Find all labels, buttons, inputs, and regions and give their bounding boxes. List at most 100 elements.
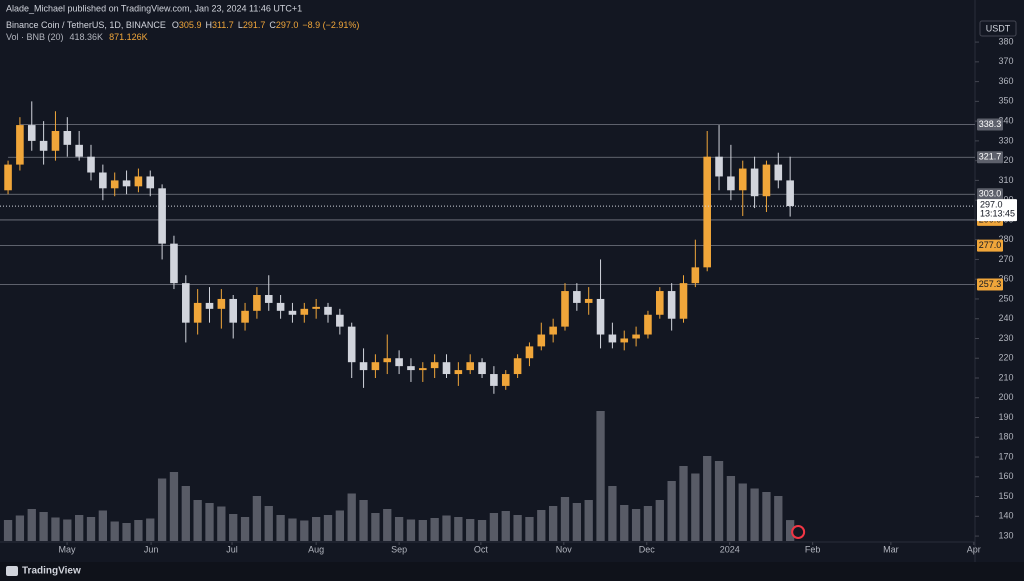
candle-body <box>288 310 297 315</box>
candle-body <box>513 358 522 375</box>
volume-bar <box>477 520 487 541</box>
y-tick-label: 330 <box>998 135 1013 145</box>
volume-bar <box>288 518 297 541</box>
volume-bar <box>122 523 131 541</box>
y-tick-label: 210 <box>998 372 1013 382</box>
level-chip <box>977 239 1003 252</box>
volume-bar <box>442 515 451 541</box>
y-tick-label: 260 <box>998 274 1013 284</box>
candle-body <box>466 362 474 371</box>
high-label: H <box>205 20 212 30</box>
candle-body <box>383 358 392 363</box>
x-tick-label: Dec <box>639 544 656 554</box>
candle-body <box>430 362 439 369</box>
volume-bar <box>205 503 214 541</box>
candle-body <box>146 176 155 189</box>
y-tick-label: 380 <box>998 36 1013 46</box>
level-label: 303.0 <box>979 189 1002 199</box>
candle-body <box>300 308 309 315</box>
volume-bar <box>608 486 617 541</box>
candle-body <box>407 366 415 371</box>
volume-bar <box>584 500 593 541</box>
volume-bar <box>39 512 48 541</box>
volume-bar <box>430 518 439 541</box>
y-tick-label: 350 <box>998 96 1013 106</box>
x-tick-label: Sep <box>391 544 407 554</box>
high: 311.7 <box>212 20 234 30</box>
volume-bar <box>501 511 510 541</box>
candle-body <box>99 172 107 189</box>
volume-bar <box>738 483 747 541</box>
candle-body <box>501 374 510 386</box>
candle-body <box>478 362 486 375</box>
last-price-chip <box>977 199 1017 222</box>
candle-body <box>87 156 95 173</box>
candle-body <box>656 291 664 315</box>
volume-bar <box>679 466 688 541</box>
candle-body <box>454 370 463 375</box>
candle-body <box>241 310 249 323</box>
candle-body <box>774 164 783 181</box>
volume-bar <box>643 506 653 541</box>
candle-body <box>4 164 12 191</box>
volume-legend: Vol · BNB (20) 418.36K 871.126K <box>6 32 148 42</box>
candle-body <box>359 362 368 371</box>
y-tick-label: 220 <box>998 353 1013 363</box>
level-chip <box>977 151 1003 164</box>
candle-body <box>264 295 273 303</box>
candle-body <box>170 243 178 284</box>
volume-bar <box>466 519 475 541</box>
x-tick-label: Nov <box>556 544 573 554</box>
y-tick-label: 280 <box>998 234 1013 244</box>
open-label: O <box>172 20 179 30</box>
volume-bar <box>774 496 783 541</box>
y-tick-label: 240 <box>998 313 1013 323</box>
volume-bar <box>359 500 368 541</box>
y-tick-label: 170 <box>998 451 1013 461</box>
candle-body <box>27 125 36 141</box>
candle-body <box>549 326 557 335</box>
x-tick-label: Jun <box>144 544 159 554</box>
volume-bar <box>596 411 605 541</box>
x-tick-label: May <box>59 544 77 554</box>
x-tick-label: Aug <box>308 544 324 554</box>
currency-box[interactable] <box>979 20 1017 37</box>
volume-bar <box>525 517 534 541</box>
volume-bar <box>394 517 404 541</box>
candle-body <box>312 306 320 309</box>
volume-bar <box>75 515 84 541</box>
candle-body <box>16 125 24 165</box>
candle-body <box>371 362 380 371</box>
y-tick-label: 200 <box>998 392 1013 402</box>
countdown: 13:13:45 <box>980 208 1015 218</box>
candle-body <box>324 306 332 315</box>
candle-body <box>561 291 569 327</box>
volume-bar <box>146 518 155 541</box>
candle-body <box>347 326 356 363</box>
volume-bar <box>703 456 712 541</box>
candle-body <box>727 176 735 191</box>
volume-bar <box>489 513 499 541</box>
candle-body <box>134 176 143 187</box>
volume-bar <box>371 513 380 541</box>
candle-body <box>715 156 723 177</box>
volume-bar <box>3 520 13 541</box>
volume-bar <box>240 517 250 541</box>
low: 291.7 <box>243 20 266 30</box>
y-tick-label: 360 <box>998 76 1013 86</box>
symbol: Binance Coin / TetherUS, 1D, BINANCE <box>6 20 166 30</box>
volume-bar <box>110 521 119 541</box>
level-label: 338.3 <box>979 119 1002 129</box>
volume-bar <box>264 506 273 541</box>
publisher: Alade_Michael published on TradingView.c… <box>6 3 302 13</box>
candle-body <box>110 180 119 189</box>
x-tick-label: 2024 <box>720 544 740 554</box>
volume-bar <box>454 517 463 541</box>
volume-bar <box>383 509 392 541</box>
volume-bar <box>86 517 96 541</box>
volume-bar <box>572 503 581 541</box>
volume-bar <box>323 515 333 541</box>
currency[interactable]: USDT <box>986 23 1011 33</box>
